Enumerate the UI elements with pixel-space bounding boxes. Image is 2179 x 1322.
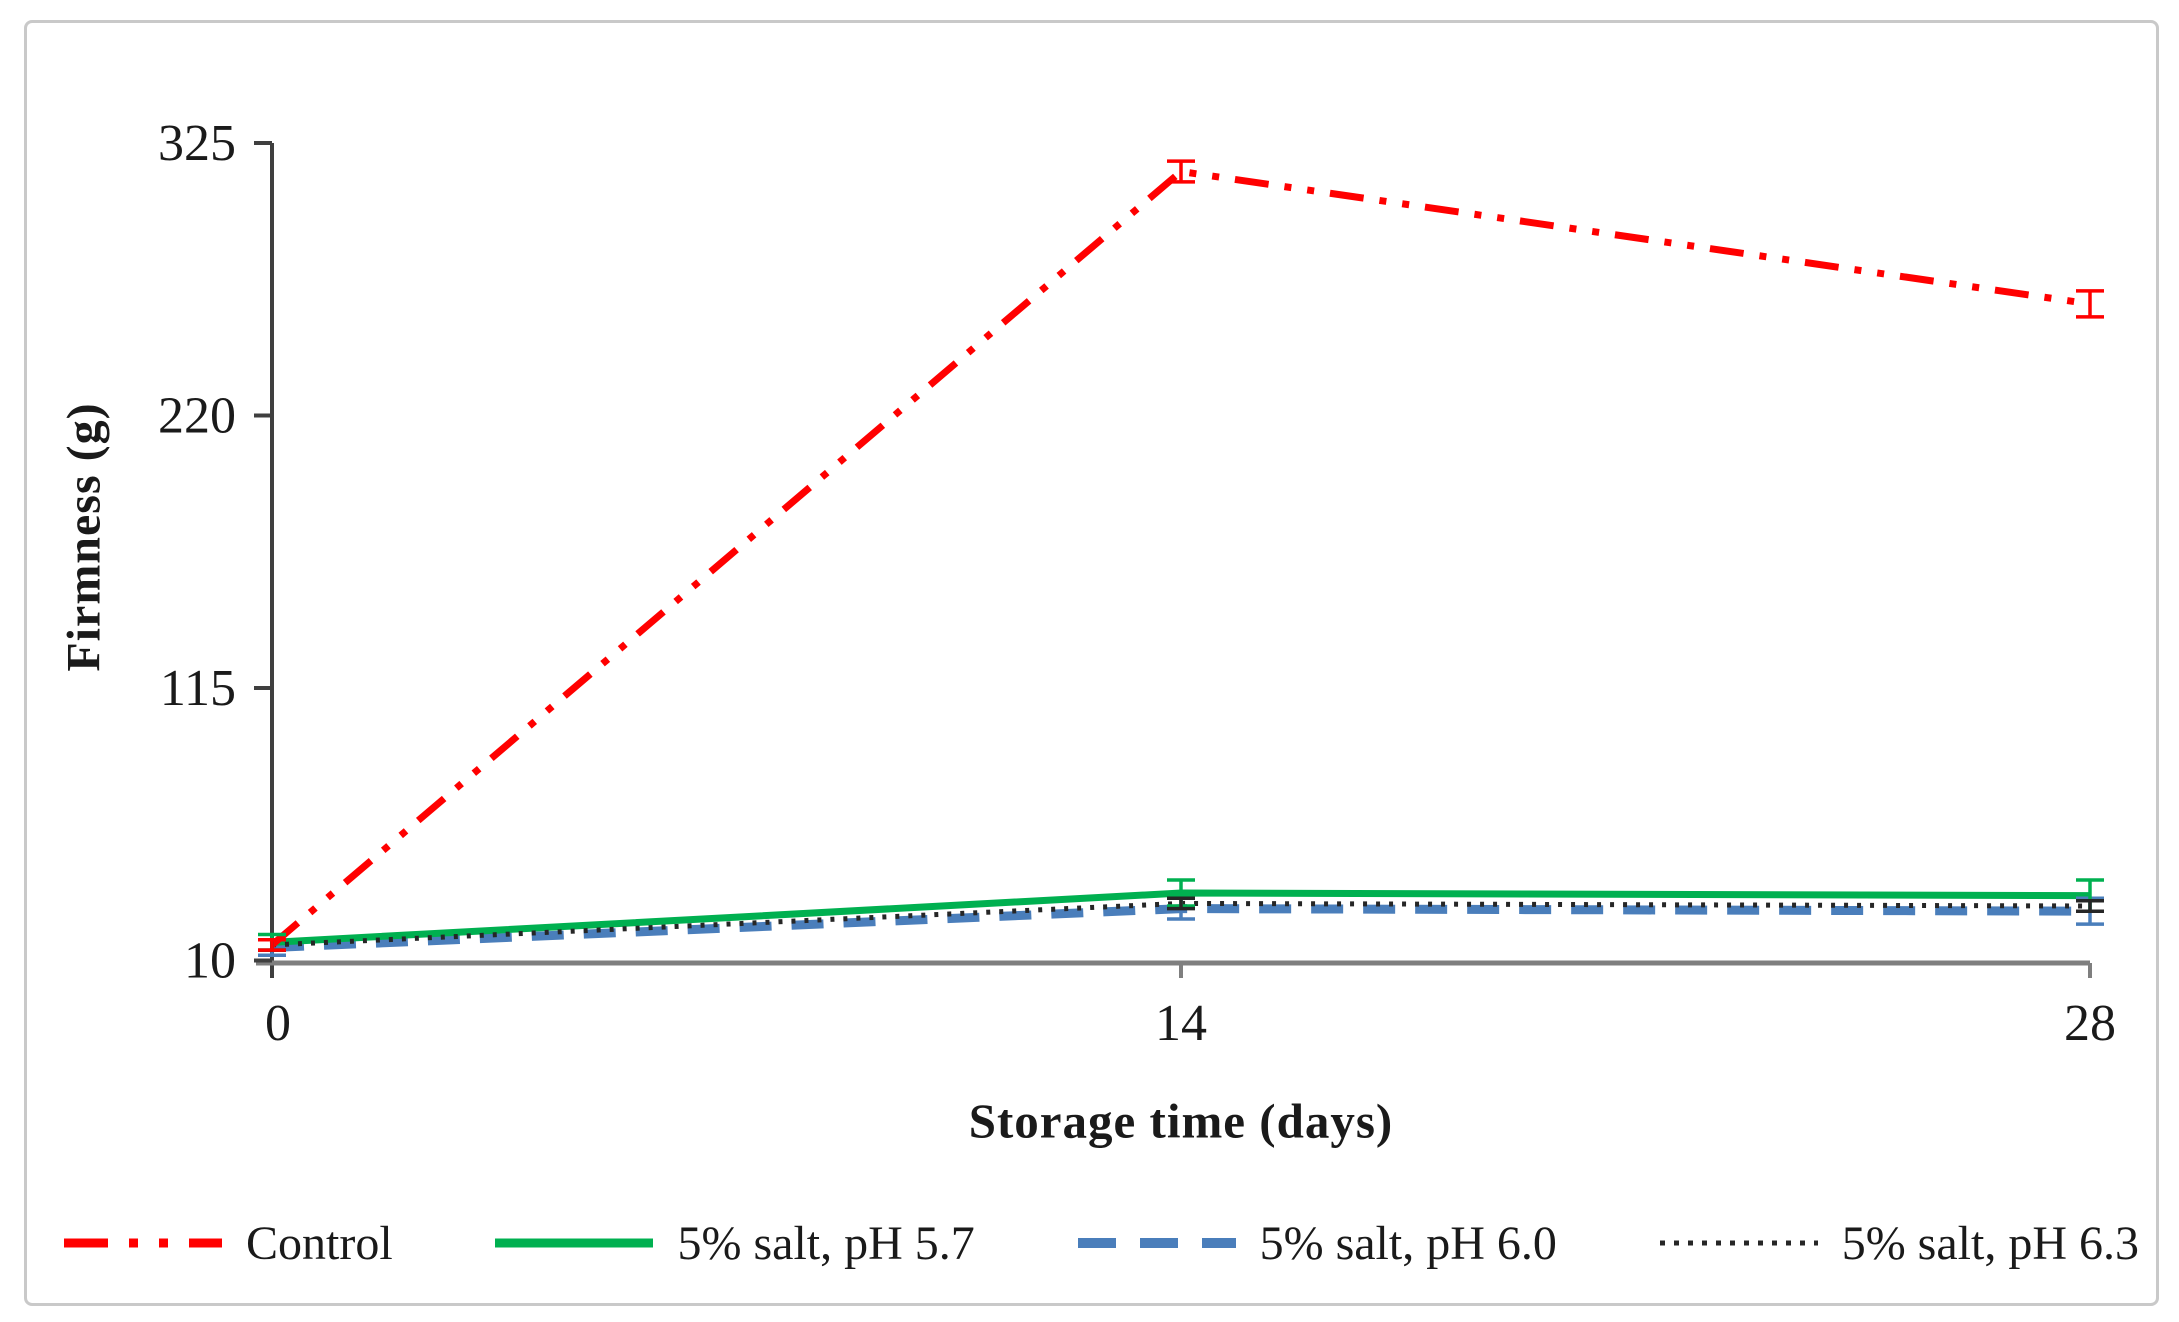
chart-frame bbox=[24, 20, 2159, 1306]
y-axis-tick-label: 325 bbox=[158, 115, 236, 172]
legend-item-control: Control bbox=[62, 1216, 393, 1271]
legend-label: 5% salt, pH 6.0 bbox=[1259, 1216, 1557, 1270]
legend-item-salt-ph-6-0: 5% salt, pH 6.0 bbox=[1076, 1216, 1557, 1271]
x-axis-tick-label: 28 bbox=[2064, 995, 2116, 1052]
y-axis-tick-label: 10 bbox=[184, 933, 236, 990]
legend-label: 5% salt, pH 5.7 bbox=[677, 1216, 975, 1270]
y-axis-title: Firmness (g) bbox=[57, 402, 111, 672]
legend-label: 5% salt, pH 6.3 bbox=[1841, 1216, 2139, 1270]
legend-item-salt-ph-5-7: 5% salt, pH 5.7 bbox=[493, 1216, 975, 1271]
legend-swatch-salt-ph-5-7 bbox=[495, 1238, 654, 1248]
legend-item-salt-ph-6-3: 5% salt, pH 6.3 bbox=[1658, 1216, 2139, 1271]
legend-swatch-control bbox=[64, 1238, 222, 1248]
legend-swatch-salt-ph-6-3 bbox=[1659, 1240, 1818, 1246]
legend-swatch-salt-ph-6-0 bbox=[1077, 1238, 1236, 1248]
x-axis-title: Storage time (days) bbox=[968, 1093, 1394, 1149]
x-axis-tick-label: 14 bbox=[1155, 995, 1207, 1052]
y-axis-tick-label: 115 bbox=[160, 660, 236, 717]
series-line-control bbox=[269, 167, 2091, 948]
legend: Control 5% salt, pH 5.7 5% salt, pH 6.0 5% … bbox=[62, 1210, 2139, 1276]
legend-label: Control bbox=[246, 1216, 393, 1270]
x-axis-tick-label: 0 bbox=[265, 995, 291, 1052]
y-axis-tick-label: 220 bbox=[158, 388, 236, 445]
